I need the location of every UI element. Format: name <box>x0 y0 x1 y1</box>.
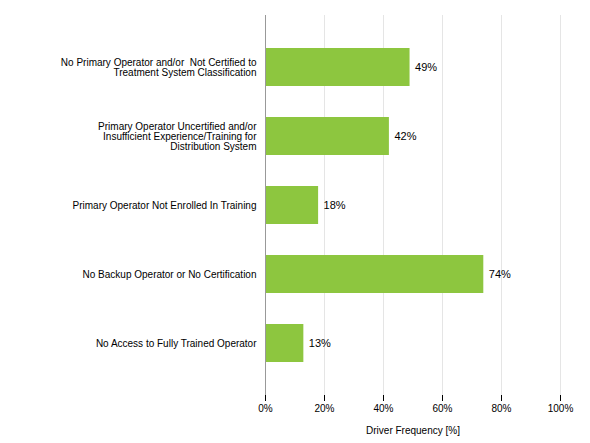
svg-text:13%: 13% <box>309 337 331 349</box>
svg-text:42%: 42% <box>394 130 416 142</box>
svg-text:60%: 60% <box>432 403 452 414</box>
svg-text:80%: 80% <box>491 403 511 414</box>
svg-text:18%: 18% <box>324 199 346 211</box>
svg-text:No Backup Operator or No Certi: No Backup Operator or No Certification <box>83 269 257 280</box>
svg-text:40%: 40% <box>373 403 393 414</box>
svg-text:No Primary Operator and/or No: No Primary Operator and/or Not Certified… <box>61 57 257 78</box>
svg-text:100%: 100% <box>548 403 574 414</box>
svg-text:Primary Operator Not Enrolled: Primary Operator Not Enrolled In Trainin… <box>73 200 257 211</box>
svg-text:0%: 0% <box>258 403 273 414</box>
svg-text:No Access to Fully Trained Ope: No Access to Fully Trained Operator <box>96 338 257 349</box>
svg-text:Driver Frequency [%]: Driver Frequency [%] <box>366 425 460 436</box>
svg-text:Primary Operator Uncertified a: Primary Operator Uncertified and/orInsuf… <box>98 121 257 152</box>
svg-text:20%: 20% <box>314 403 334 414</box>
svg-text:74%: 74% <box>489 268 511 280</box>
svg-text:49%: 49% <box>415 61 437 73</box>
